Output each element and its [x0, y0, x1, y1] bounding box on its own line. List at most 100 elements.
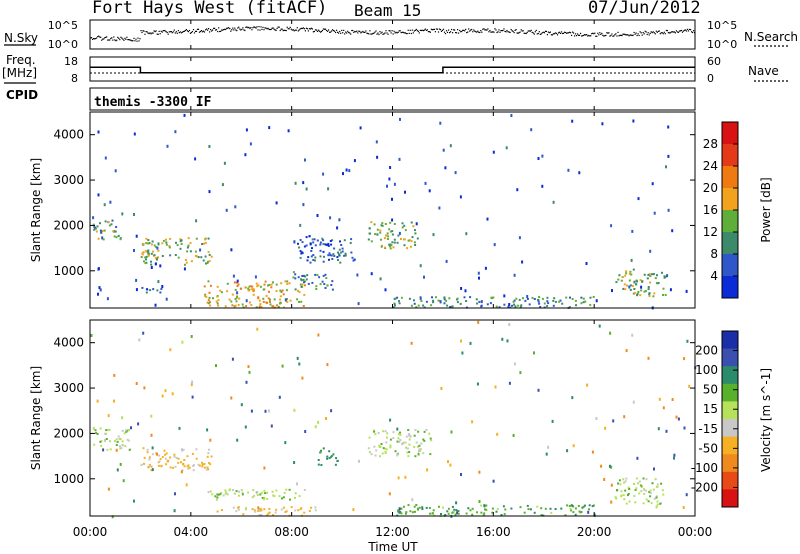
range-gate — [245, 128, 248, 132]
nsky-label: N.Sky — [4, 31, 39, 45]
noise-point — [535, 29, 537, 31]
range-gate — [237, 283, 240, 286]
noise-point — [287, 28, 289, 30]
range-gate — [240, 489, 243, 492]
noise-point — [306, 28, 308, 30]
range-gate — [235, 300, 238, 303]
noise-point — [236, 30, 238, 32]
range-gate — [304, 430, 307, 433]
range-gate — [477, 271, 480, 275]
colorbar-tick-label: 100 — [695, 363, 718, 377]
range-gate — [171, 392, 174, 396]
range-gate — [198, 464, 201, 467]
range-gate — [624, 480, 627, 483]
noise-point — [118, 37, 120, 39]
range-gate — [156, 452, 158, 456]
range-gate — [216, 295, 219, 298]
noise-point — [635, 32, 637, 34]
range-gate — [306, 274, 309, 277]
range-gate — [654, 478, 657, 481]
range-gate — [244, 153, 247, 157]
range-gate — [250, 304, 253, 306]
range-gate — [430, 304, 433, 307]
noise-point — [140, 30, 142, 32]
noise-point — [526, 31, 528, 34]
noise-point — [234, 27, 236, 29]
range-gate — [423, 430, 426, 433]
range-gate — [398, 300, 400, 303]
range-gate — [389, 438, 392, 441]
noise-point — [269, 29, 271, 31]
noise-point — [264, 27, 266, 29]
noise-point — [566, 32, 569, 34]
noise-point — [404, 32, 406, 34]
range-gate — [485, 508, 488, 511]
range-gate — [516, 188, 519, 192]
range-gate — [254, 510, 257, 513]
range-gate — [99, 222, 101, 225]
range-gate — [396, 296, 399, 299]
range-gate — [164, 389, 167, 393]
range-gate — [572, 444, 575, 448]
range-gate — [373, 223, 376, 226]
range-gate — [572, 511, 575, 514]
noise-point — [213, 27, 215, 29]
range-gate — [262, 300, 265, 303]
range-gate — [513, 362, 516, 366]
range-gate — [623, 498, 626, 501]
range-tick-label: 1000 — [53, 264, 84, 278]
range-gate — [215, 364, 217, 368]
noise-point — [401, 31, 403, 33]
range-gate — [263, 489, 266, 492]
noise-point — [453, 29, 455, 31]
noise-point — [302, 27, 304, 29]
noise-point — [336, 29, 338, 31]
range-gate — [195, 219, 198, 223]
range-gate — [393, 238, 396, 241]
range-gate — [150, 266, 153, 269]
range-gate — [341, 250, 344, 253]
noise-point — [241, 28, 243, 30]
range-gate — [428, 507, 431, 509]
noise-point — [626, 34, 628, 36]
range-gate — [203, 466, 206, 469]
range-gate — [381, 224, 384, 227]
noise-point — [396, 32, 398, 34]
range-gate — [117, 234, 120, 237]
range-gate — [290, 506, 293, 509]
noise-point — [101, 39, 103, 41]
noise-point — [238, 26, 240, 28]
range-gate — [491, 507, 494, 510]
range-gate — [461, 351, 464, 355]
noise-point — [149, 32, 151, 34]
noise-point — [333, 30, 335, 32]
range-gate — [156, 246, 159, 250]
range-gate — [407, 504, 410, 507]
colorbar-tick-label: 16 — [703, 203, 718, 217]
noise-point — [117, 36, 119, 38]
noise-point — [193, 32, 196, 34]
noise-point — [517, 32, 519, 34]
noise-point — [668, 32, 670, 34]
range-gate — [100, 444, 103, 447]
noise-point — [661, 32, 663, 34]
range-gate — [403, 224, 406, 227]
noise-point — [214, 27, 216, 29]
range-gate — [401, 226, 404, 229]
range-gate — [635, 487, 638, 490]
range-gate — [648, 293, 651, 296]
colorbar-tick-label: -50 — [698, 441, 718, 455]
noise-point — [403, 32, 405, 34]
noise-point — [552, 33, 554, 35]
noise-point — [290, 28, 292, 30]
range-gate — [149, 289, 152, 292]
range-gate — [480, 511, 483, 514]
noise-point — [98, 35, 100, 37]
noise-point — [324, 28, 327, 30]
range-gate — [159, 458, 162, 460]
noise-point — [438, 28, 441, 30]
range-gate — [671, 229, 674, 233]
range-gate — [186, 455, 189, 458]
range-gate — [624, 288, 627, 291]
colorbar-tick-label: -200 — [691, 480, 718, 494]
